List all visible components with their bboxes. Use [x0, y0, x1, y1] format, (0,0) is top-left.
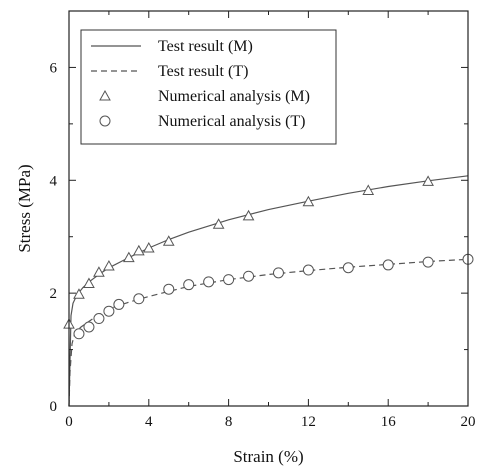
legend-box: [80, 29, 337, 145]
triangle-point: [83, 277, 95, 289]
circle-point: [113, 298, 125, 310]
circle-point: [272, 267, 284, 279]
legend-label: Test result (M): [158, 38, 253, 55]
circle-point: [183, 279, 195, 291]
circle-point: [342, 262, 354, 274]
circle-point: [223, 274, 235, 286]
legend: Test result (M) Test result (T) Numerical …: [80, 29, 337, 145]
legend-label: Test result (T): [158, 63, 248, 80]
series-line-test-t: [68, 258, 469, 407]
circle-point: [93, 313, 105, 325]
triangle-point: [103, 260, 115, 271]
legend-label: Numerical analysis (T): [158, 113, 306, 130]
x-tick-label: 8: [225, 414, 233, 430]
triangle-point: [123, 251, 135, 263]
y-tick-label: 0: [50, 399, 58, 415]
triangle-point: [242, 209, 255, 221]
x-tick-label: 4: [145, 414, 153, 430]
triangle-point: [422, 175, 434, 186]
triangle-point: [162, 235, 175, 246]
series-line-test-m: [68, 175, 469, 407]
legend-items: Test result (M) Test result (T) Numerical …: [91, 38, 310, 130]
triangle-point: [362, 184, 375, 195]
circle-point: [73, 328, 85, 340]
circle-point: [382, 259, 394, 271]
circle-point: [422, 256, 434, 268]
x-tick-label: 20: [461, 414, 476, 430]
circle-point: [133, 293, 145, 305]
circle-point: [83, 321, 95, 333]
triangle-point: [142, 241, 155, 253]
legend-swatch-triangle: [99, 89, 111, 101]
y-tick-label: 6: [50, 60, 58, 76]
circle-point: [103, 305, 115, 317]
triangle-point: [212, 218, 225, 229]
y-tick-label: 4: [50, 173, 58, 189]
x-tick-label: 12: [301, 414, 316, 430]
y-tick-label: 2: [50, 286, 58, 302]
circle-point: [203, 276, 215, 288]
legend-swatch-circle: [99, 115, 111, 127]
circle-point: [302, 264, 314, 276]
x-tick-label: 0: [65, 414, 73, 430]
circle-point: [243, 270, 255, 282]
x-tick-label: 16: [381, 414, 397, 430]
triangle-point: [73, 288, 85, 299]
circle-point: [163, 283, 175, 295]
plot-layer: [63, 175, 474, 407]
legend-label: Numerical analysis (M): [158, 88, 310, 105]
x-axis-title: Strain (%): [233, 447, 303, 466]
axes-layer: 0 4 8 12 16 20 0 2 4 6: [50, 10, 476, 430]
triangle-point: [93, 266, 105, 277]
triangle-point: [132, 244, 145, 256]
triangle-point: [302, 195, 315, 207]
y-axis-title: Stress (MPa): [15, 164, 34, 252]
